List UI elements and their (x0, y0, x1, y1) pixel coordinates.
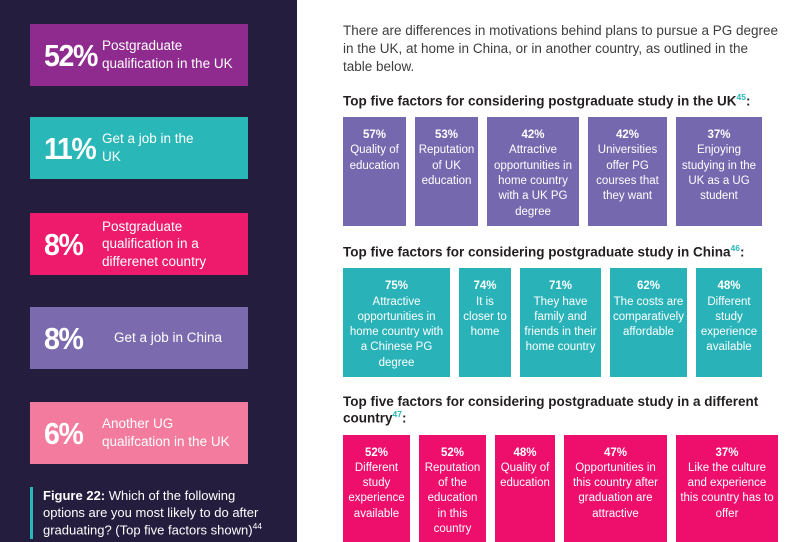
footnote-46: 46 (730, 242, 741, 253)
stat-label: Get a job in China (114, 330, 223, 346)
factor-percent: 52% (364, 446, 389, 459)
factor-label: They have family and friends in their ho… (524, 295, 597, 354)
intro-paragraph: There are differences in motivations beh… (343, 23, 779, 75)
factor-label: It is closer to home (463, 295, 507, 339)
factor-box: 75% Attractive opportunities in home coun… (343, 268, 450, 378)
factor-box: 37% Enjoying studying in the UK as a UG s… (676, 117, 762, 226)
factor-row-different-country: 52% Different study experience available … (343, 434, 779, 542)
heading-text: Top five factors for considering postgra… (343, 244, 731, 260)
stat-percent: 8% (44, 320, 84, 356)
factor-label: Enjoying studying in the UK as a UG stud… (681, 144, 757, 203)
factor-percent: 48% (717, 280, 741, 293)
factor-percent: 47% (603, 446, 628, 459)
stat-block-job-china: 8% Get a job in China (30, 307, 248, 369)
factor-box: 52% Reputation of the education in this c… (419, 434, 486, 542)
factor-row-china: 75% Attractive opportunities in home coun… (343, 268, 779, 378)
factor-box: 57% Quality of education (343, 117, 406, 226)
factor-box: 53% Reputation of UK education (415, 117, 478, 226)
footnote-47: 47 (392, 409, 402, 420)
stat-label: Get a job in the UK (102, 131, 194, 164)
factor-percent: 37% (707, 129, 731, 142)
factor-box: 37% Like the culture and experience this … (676, 434, 778, 542)
factor-percent: 57% (362, 129, 387, 142)
stat-block-job-uk: 11% Get a job in the UK (30, 117, 248, 179)
sidebar: 52% Postgraduate qualification in the UK… (0, 0, 297, 542)
stat-label: Another UG qualifcation in the UK (102, 416, 230, 449)
factor-label: Reputation of UK education (418, 144, 475, 187)
stat-percent: 11% (44, 130, 97, 166)
factor-label: The costs are comparatively affordable (613, 295, 684, 339)
factor-percent: 71% (548, 280, 573, 293)
stat-label: Postgraduate qualification in a differen… (102, 218, 207, 269)
factor-box: 48% Different study experience available (696, 268, 762, 378)
stat-block-pg-uk: 52% Postgraduate qualification in the UK (30, 24, 248, 86)
factor-label: Different study experience available (700, 295, 758, 354)
factor-row-uk: 57% Quality of education 53% Reputation of… (343, 117, 779, 226)
factor-percent: 37% (715, 446, 739, 459)
heading-colon: : (746, 93, 751, 109)
stat-percent: 52% (44, 37, 98, 73)
main-content: There are differences in motivations beh… (297, 0, 811, 542)
heading-text: Top five factors for considering postgra… (343, 93, 737, 109)
figure-22-caption: Figure 22: Which of the following option… (30, 487, 268, 539)
heading-colon: : (740, 244, 745, 260)
factor-label: Opportunities in this country after grad… (572, 461, 658, 520)
heading-colon: : (401, 410, 407, 426)
stat-label: Postgraduate qualification in the UK (102, 38, 233, 71)
factor-box: 47% Opportunities in this country after g… (564, 434, 667, 542)
factor-percent: 74% (473, 280, 497, 293)
heading-different-country-factors: Top five factors for considering postgra… (343, 394, 779, 426)
factor-percent: 75% (384, 280, 409, 293)
factor-percent: 62% (636, 280, 661, 293)
heading-text: Top five factors for considering postgra… (343, 394, 759, 426)
factor-percent: 42% (615, 129, 640, 142)
factor-percent: 42% (521, 129, 545, 142)
footnote-45: 45 (736, 91, 747, 102)
factor-label: Universities offer PG courses that they … (596, 144, 659, 203)
stat-block-pg-other-country: 8% Postgraduate qualification in a diffe… (30, 213, 248, 275)
figure-22-text: Which of the following options are you m… (43, 488, 259, 538)
factor-label: Reputation of the education in this coun… (424, 461, 481, 535)
factor-label: Quality of education (349, 144, 400, 172)
footnote-44: 44 (252, 521, 263, 532)
factor-percent: 53% (434, 129, 459, 142)
factor-percent: 52% (440, 446, 465, 459)
factor-label: Attractive opportunities in home country… (494, 144, 572, 218)
factor-box: 52% Different study experience available (343, 434, 410, 542)
factor-label: Different study experience available (348, 461, 405, 520)
stat-percent: 8% (44, 226, 84, 262)
heading-uk-factors: Top five factors for considering postgra… (343, 92, 779, 109)
figure-22-label: Figure 22: (43, 488, 106, 503)
factor-box: 74% It is closer to home (459, 268, 511, 378)
factor-label: Like the culture and experience this cou… (680, 461, 774, 520)
factor-box: 42% Universities offer PG courses that th… (588, 117, 667, 226)
factor-box: 71% They have family and friends in their… (520, 268, 601, 378)
heading-china-factors: Top five factors for considering postgra… (343, 243, 779, 260)
factor-box: 62% The costs are comparatively affordabl… (610, 268, 687, 378)
factor-box: 48% Quality of education (495, 434, 555, 542)
factor-box: 42% Attractive opportunities in home coun… (487, 117, 579, 226)
stat-block-ug-uk: 6% Another UG qualifcation in the UK (30, 402, 248, 464)
stat-percent: 6% (44, 415, 84, 451)
factor-label: Quality of education (500, 461, 550, 490)
factor-percent: 48% (513, 446, 537, 459)
factor-label: Attractive opportunities in home country… (349, 295, 444, 369)
